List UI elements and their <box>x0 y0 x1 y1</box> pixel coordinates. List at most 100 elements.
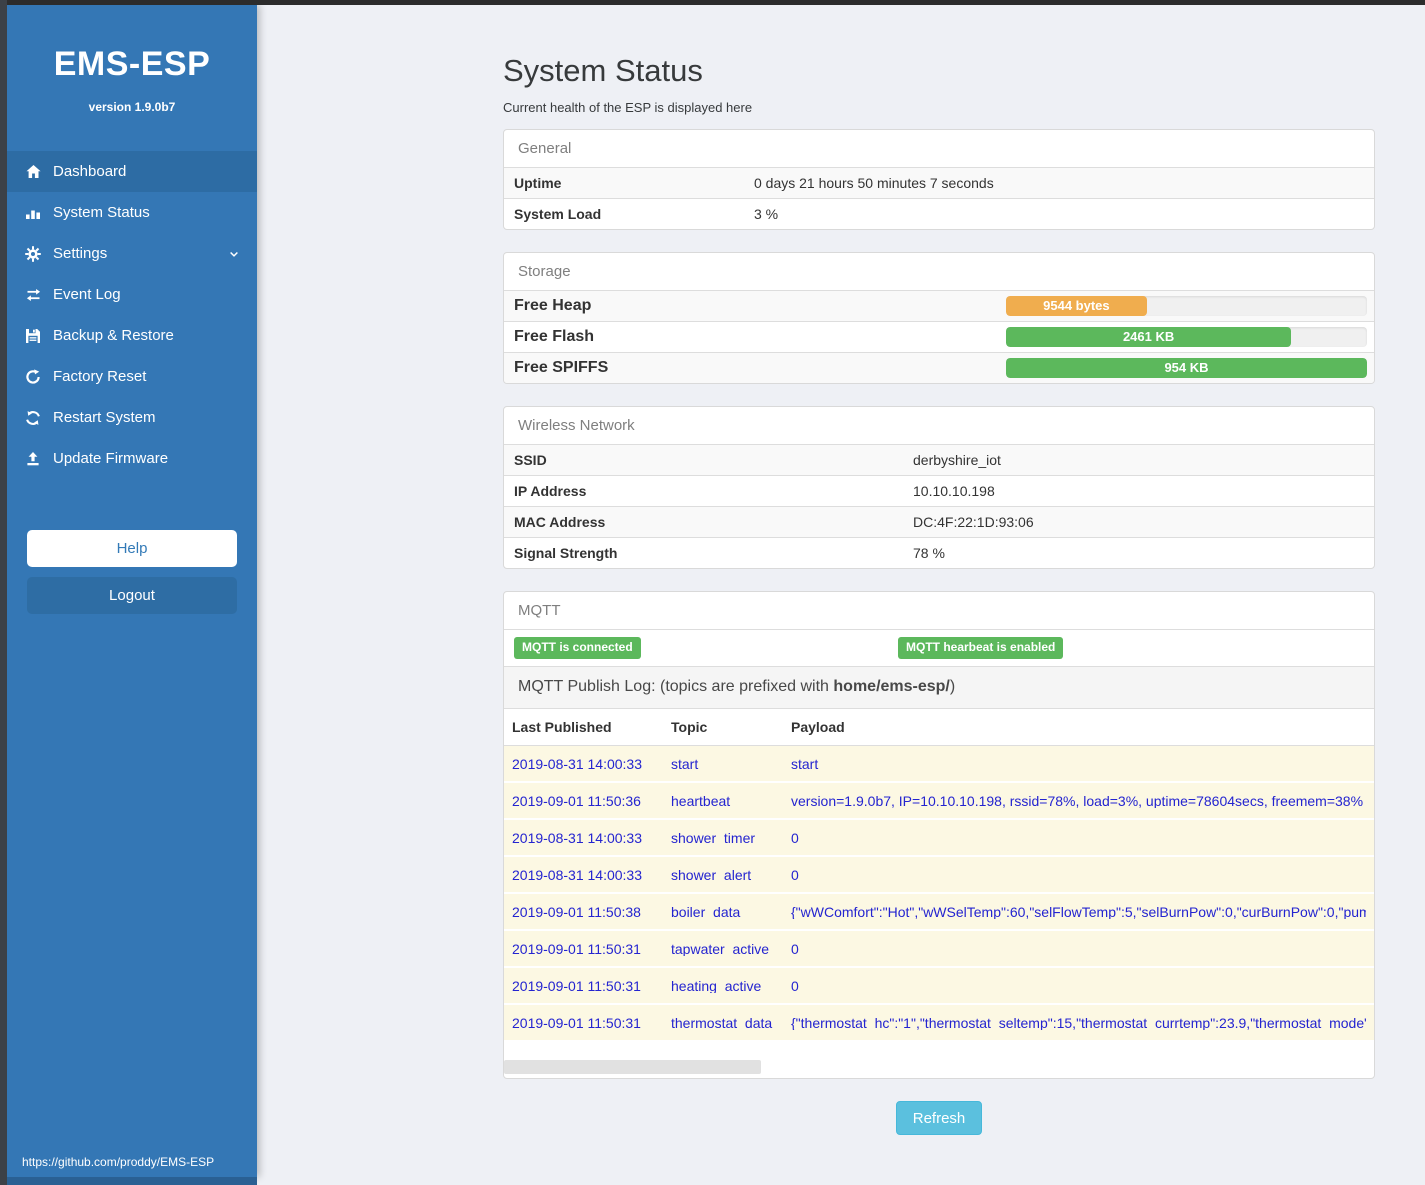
brand: EMS-ESP version 1.9.0b7 <box>7 5 257 114</box>
table-row: 2019-09-01 11:50:36 heartbeat version=1.9.… <box>504 783 1374 820</box>
row-value: derbyshire_iot <box>913 452 1001 468</box>
row-label: System Load <box>514 206 602 222</box>
main-content: System Status Current health of the ESP … <box>257 5 1425 1135</box>
cell-payload: 0 <box>791 978 799 993</box>
sidebar-item-label: Restart System <box>53 409 156 426</box>
table-row: MAC Address DC:4F:22:1D:93:06 <box>504 506 1374 537</box>
gear-icon <box>23 245 43 262</box>
cell-payload: 0 <box>791 830 799 845</box>
panel-general: General Uptime 0 days 21 hours 50 minute… <box>503 129 1375 230</box>
cell-topic: tapwater_active <box>671 941 770 956</box>
column-header-topic: Topic <box>671 719 708 735</box>
cell-payload: 0 <box>791 867 799 882</box>
panel-wireless-network: Wireless Network SSID derbyshire_iot IP … <box>503 406 1375 569</box>
sidebar-item-label: Event Log <box>53 286 121 303</box>
sidebar-item-label: Factory Reset <box>53 368 147 385</box>
row-value: 78 % <box>913 545 945 561</box>
row-label: SSID <box>514 452 547 468</box>
table-row: Free SPIFFS 954 KB <box>504 352 1374 383</box>
table-row: IP Address 10.10.10.198 <box>504 475 1374 506</box>
caption-text: MQTT Publish Log: (topics are prefixed w… <box>518 678 834 695</box>
free-spiffs-progressbar: 954 KB <box>1006 358 1367 378</box>
progressbar-fill: 954 KB <box>1006 358 1367 378</box>
row-label: Signal Strength <box>514 545 618 561</box>
cell-last-published: 2019-09-01 11:50:31 <box>512 1015 641 1030</box>
table-row: 2019-09-01 11:50:31 heating_active 0 <box>504 968 1374 1005</box>
swap-arrows-icon <box>23 287 43 303</box>
cell-payload: 0 <box>791 941 799 956</box>
cell-last-published: 2019-09-01 11:50:36 <box>512 793 641 808</box>
app-version: version 1.9.0b7 <box>88 100 176 114</box>
column-header-payload: Payload <box>791 719 845 735</box>
row-label: Free Flash <box>514 328 595 345</box>
progressbar-fill: 2461 KB <box>1006 327 1292 347</box>
panel-mqtt: MQTT MQTT is connected MQTT hearbeat is … <box>503 591 1375 1079</box>
row-value: 10.10.10.198 <box>913 483 995 499</box>
page-title: System Status <box>503 53 703 88</box>
cell-topic: heartbeat <box>671 793 731 808</box>
sidebar-item-system-status[interactable]: System Status <box>7 192 257 233</box>
cell-payload: {"wWComfort":"Hot","wWSelTemp":60,"selFl… <box>791 904 1366 919</box>
chevron-down-icon <box>227 248 241 260</box>
cell-payload: version=1.9.0b7, IP=10.10.10.198, rssid=… <box>791 793 1364 808</box>
cell-payload: {"thermostat_hc":"1","thermostat_seltemp… <box>791 1015 1366 1030</box>
github-link[interactable]: https://github.com/proddy/EMS-ESP <box>22 1155 215 1169</box>
sidebar-item-settings[interactable]: Settings <box>7 233 257 274</box>
table-row: SSID derbyshire_iot <box>504 444 1374 475</box>
sidebar-item-backup-restore[interactable]: Backup & Restore <box>7 315 257 356</box>
floppy-icon <box>23 328 43 344</box>
sidebar-item-label: System Status <box>53 204 150 221</box>
cell-topic: start <box>671 756 699 771</box>
caption-text: ) <box>949 678 956 695</box>
progressbar-fill: 9544 bytes <box>1006 296 1147 316</box>
table-row: 2019-08-31 14:00:33 shower_timer 0 <box>504 820 1374 857</box>
table-row: 2019-08-31 14:00:33 start start <box>504 746 1374 783</box>
cell-topic: thermostat_data <box>671 1015 773 1030</box>
horizontal-scrollbar <box>504 1060 1374 1074</box>
cell-topic: shower_timer <box>671 830 756 845</box>
sidebar-item-restart-system[interactable]: Restart System <box>7 397 257 438</box>
mqtt-publish-log-caption: MQTT Publish Log: (topics are prefixed w… <box>504 666 1374 708</box>
mqtt-table-header: Last Published Topic Payload <box>504 708 1374 746</box>
equalizer-icon <box>23 205 43 221</box>
sidebar-item-label: Settings <box>53 245 108 262</box>
caption-topic-prefix: home/ems-esp/ <box>833 678 950 695</box>
sidebar-item-label: Backup & Restore <box>53 327 174 344</box>
cell-topic: heating_active <box>671 978 762 993</box>
table-row: Free Flash 2461 KB <box>504 321 1374 352</box>
row-label: IP Address <box>514 483 587 499</box>
row-label: Free Heap <box>514 297 592 314</box>
row-label: MAC Address <box>514 514 606 530</box>
panel-mqtt-title: MQTT <box>518 602 561 619</box>
sidebar-item-update-firmware[interactable]: Update Firmware <box>7 438 257 479</box>
table-row: 2019-08-31 14:00:33 shower_alert 0 <box>504 857 1374 894</box>
sidebar-item-event-log[interactable]: Event Log <box>7 274 257 315</box>
logout-button[interactable]: Logout <box>27 577 237 614</box>
free-flash-progressbar: 2461 KB <box>1006 327 1367 347</box>
cell-last-published: 2019-09-01 11:50:31 <box>512 941 641 956</box>
sidebar-item-factory-reset[interactable]: Factory Reset <box>7 356 257 397</box>
sidebar: EMS-ESP version 1.9.0b7 Dashboard System… <box>7 5 257 1177</box>
table-row: System Load 3 % <box>504 198 1374 229</box>
table-row: 2019-09-01 11:50:31 thermostat_data {"ther… <box>504 1005 1374 1042</box>
table-row: Signal Strength 78 % <box>504 537 1374 568</box>
upload-icon <box>23 451 43 467</box>
cell-topic: boiler_data <box>671 904 741 919</box>
help-button[interactable]: Help <box>27 530 237 567</box>
scrollbar-thumb[interactable] <box>504 1060 761 1074</box>
sidebar-item-label: Update Firmware <box>53 450 169 467</box>
table-row: 2019-09-01 11:50:31 tapwater_active 0 <box>504 931 1374 968</box>
top-border <box>0 0 1425 5</box>
sidebar-item-label: Dashboard <box>53 163 127 180</box>
table-row: 2019-09-01 11:50:38 boiler_data {"wWComfor… <box>504 894 1374 931</box>
refresh-button[interactable]: Refresh <box>895 1101 983 1135</box>
row-value: 3 % <box>754 206 779 222</box>
mqtt-connected-badge: MQTT is connected <box>514 637 641 659</box>
cell-last-published: 2019-08-31 14:00:33 <box>512 830 642 845</box>
sidebar-nav: Dashboard System Status <box>7 151 257 479</box>
panel-wireless-title: Wireless Network <box>518 417 635 434</box>
app-title: EMS-ESP <box>53 45 211 83</box>
sync-icon <box>23 410 43 426</box>
sidebar-bottom-border <box>7 1177 257 1185</box>
sidebar-item-dashboard[interactable]: Dashboard <box>7 151 257 192</box>
